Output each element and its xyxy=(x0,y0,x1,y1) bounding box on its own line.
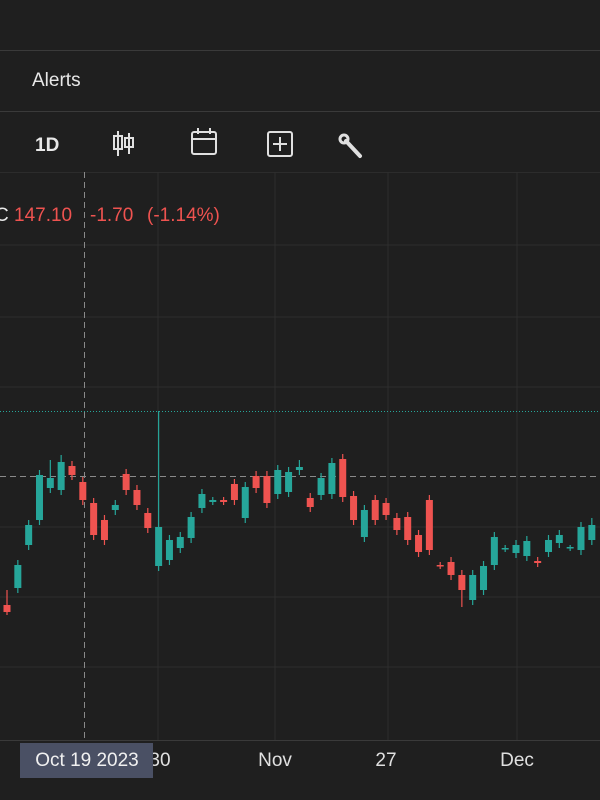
top-bar xyxy=(0,0,600,50)
candle-body xyxy=(339,459,347,497)
candle-body xyxy=(523,541,531,556)
candle-body xyxy=(512,545,520,553)
candle-body xyxy=(165,540,173,560)
candle-body xyxy=(425,500,433,550)
candle-body xyxy=(501,548,509,550)
x-tick-label: 30 xyxy=(149,750,170,771)
candle-body xyxy=(230,484,238,500)
candle-body xyxy=(577,527,585,550)
alerts-tab[interactable]: Alerts xyxy=(32,70,81,91)
candle-body xyxy=(14,565,22,588)
candle-body xyxy=(68,466,76,475)
candle-body xyxy=(122,474,130,490)
candle-body xyxy=(382,503,390,515)
candle-body xyxy=(490,537,498,565)
candle-body xyxy=(57,462,65,490)
candle-body xyxy=(90,503,98,535)
candle-body xyxy=(220,500,228,502)
candle-body xyxy=(285,472,293,492)
grid xyxy=(0,172,600,740)
candle-body xyxy=(371,500,379,520)
x-tick-label: 27 xyxy=(375,750,396,771)
legend-close: 147.10 xyxy=(14,205,72,226)
legend-change: -1.70 xyxy=(90,205,133,226)
candle-body xyxy=(306,498,314,507)
candles xyxy=(3,411,596,615)
x-tick-label: Dec xyxy=(500,750,534,771)
candle-body xyxy=(144,513,152,528)
candle-body xyxy=(274,470,282,494)
candle-body xyxy=(3,605,11,612)
candle-body xyxy=(436,565,444,567)
candle-body xyxy=(447,562,455,575)
candle-body xyxy=(545,540,552,552)
candle-body xyxy=(155,527,163,566)
add-indicator-button[interactable] xyxy=(267,131,293,157)
candle-body xyxy=(35,475,43,520)
candle-body xyxy=(404,517,412,540)
candle-body xyxy=(241,487,249,518)
candle-body xyxy=(263,476,271,503)
candle-body xyxy=(25,525,33,545)
candle-body xyxy=(328,463,336,494)
candle-body xyxy=(555,535,563,543)
candle-type-button[interactable] xyxy=(113,131,134,156)
candle-body xyxy=(295,467,303,470)
candle-body xyxy=(469,575,477,600)
candle-body xyxy=(100,520,108,540)
x-tick-label: Nov xyxy=(258,750,292,771)
candle-body xyxy=(566,547,574,549)
candle-body xyxy=(317,478,325,495)
candle-body xyxy=(198,494,206,508)
calendar-button[interactable] xyxy=(191,128,217,155)
candle-body xyxy=(79,482,87,500)
candle-body xyxy=(350,496,358,520)
candle-body xyxy=(176,537,184,548)
candle-body xyxy=(46,478,54,488)
candle-body xyxy=(209,500,217,502)
x-axis: 30 Nov 27 Dec xyxy=(149,750,533,771)
settings-button[interactable] xyxy=(338,133,362,158)
candle-body xyxy=(360,510,368,537)
crosshair-label-box xyxy=(20,743,153,778)
candle-body xyxy=(480,566,488,590)
legend-change-pct: (-1.14%) xyxy=(147,205,220,226)
crosshair-label: Oct 19 2023 xyxy=(35,750,139,771)
candle-body xyxy=(588,525,596,540)
candle-body xyxy=(252,476,260,488)
candle-body xyxy=(133,490,141,505)
candle-body xyxy=(415,535,423,552)
candle-body xyxy=(111,505,119,510)
candle-body xyxy=(393,518,401,530)
candle-body xyxy=(534,561,542,563)
legend-label: C xyxy=(0,205,9,226)
candle-body xyxy=(458,575,466,590)
candle-body xyxy=(187,517,195,538)
interval-button[interactable]: 1D xyxy=(35,135,59,156)
